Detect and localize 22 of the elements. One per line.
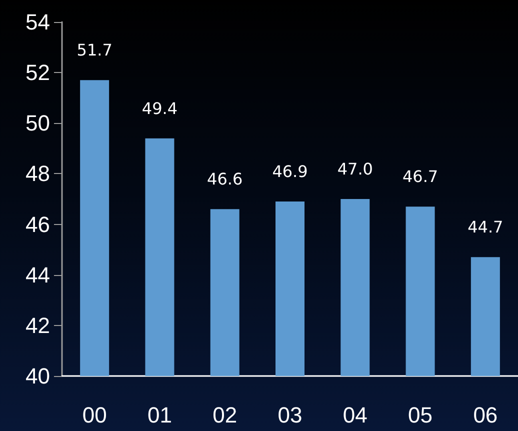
data-label: 49.4 [142,98,178,118]
x-tick-label: 06 [473,402,498,428]
data-label: 51.7 [76,40,112,60]
y-tick-label: 48 [26,161,50,186]
y-tick-label: 44 [26,262,50,288]
x-tick-label: 01 [147,402,172,428]
data-label: 46.6 [207,170,243,189]
y-tick-label: 54 [26,10,50,34]
x-tick-label: 03 [278,402,302,428]
x-tick-label: 00 [82,402,107,428]
y-tick-label: 42 [26,312,50,338]
data-label: 47.0 [337,160,373,178]
y-tick-label: 46 [26,212,50,237]
data-label: 46.7 [402,167,438,186]
data-label: 46.9 [272,162,308,182]
x-tick-label: 04 [342,402,368,428]
data-label: 44.7 [468,218,504,237]
y-tick-label: 40 [26,364,50,388]
y-tick-label: 52 [26,60,50,86]
y-tick-label: 50 [26,110,50,136]
x-tick-label: 02 [212,402,238,428]
x-tick-label: 05 [408,402,433,428]
